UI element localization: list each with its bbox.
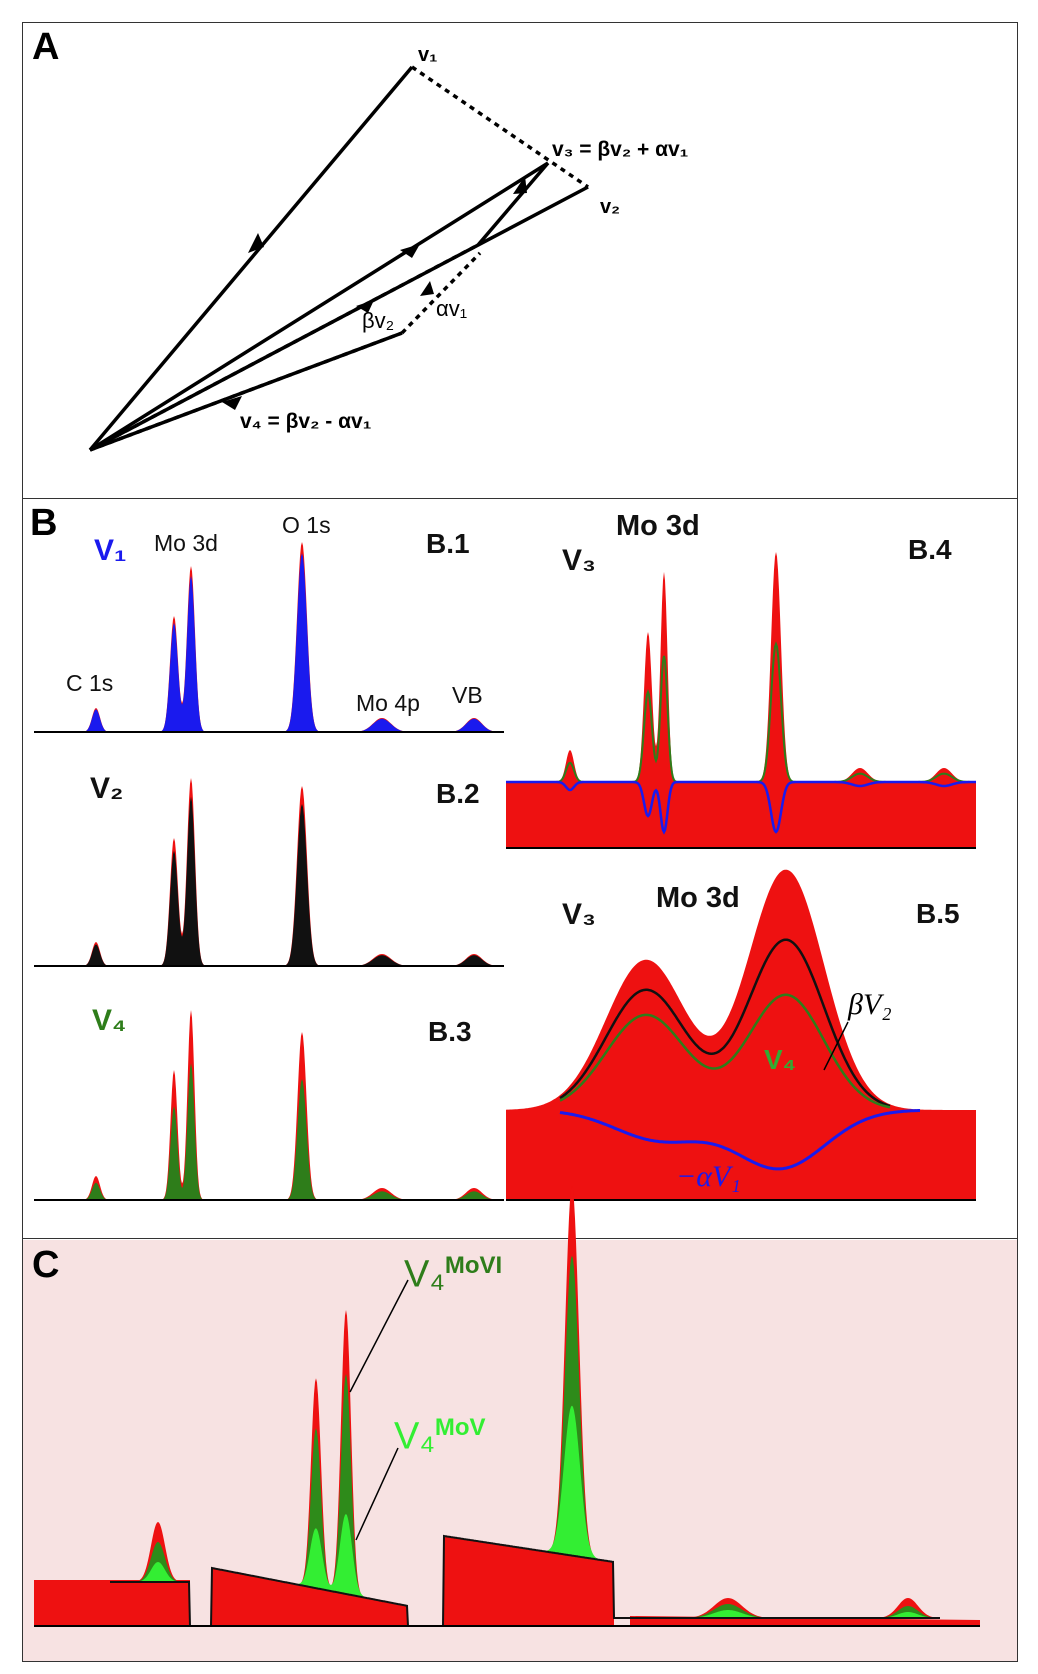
label-beta-v2: βv₂ (362, 308, 395, 333)
label-alpha-v1: αv₁ (436, 296, 468, 321)
b4-title: Mo 3d (616, 510, 700, 542)
peak-label-o1s: O 1s (282, 512, 331, 538)
peak-label-mo3d: Mo 3d (154, 530, 218, 556)
b5-v4-label: V₄ (764, 1044, 797, 1075)
c-movi-label: V₄MoVI (404, 1252, 503, 1296)
b3-spectrum (34, 1010, 504, 1201)
label-v1: v₁ (418, 44, 438, 66)
peak-label-c1s: C 1s (66, 670, 114, 696)
peak-label-vb: VB (452, 682, 483, 708)
b5-v-label: V₃ (562, 898, 596, 931)
b1-v-label: V₁ (94, 534, 127, 567)
b4-v-label: V₃ (562, 544, 596, 577)
b1-spectrum (34, 542, 504, 733)
b2-v-label: V₂ (90, 772, 124, 805)
b5-alpha-v1-label: −αV₁ (676, 1160, 741, 1193)
label-v4-eq: v₄ = βv₂ - αv₁ (240, 410, 372, 433)
dashed-lines (89, 65, 589, 452)
b3-v-label: V₄ (92, 1004, 127, 1037)
b5-spectrum (506, 869, 976, 1201)
vector-v3 (89, 161, 549, 452)
c-block-3 (444, 1536, 614, 1626)
panel-b-letter: B (30, 502, 58, 544)
c-block-2 (212, 1568, 408, 1626)
b1-tag: B.1 (426, 528, 470, 559)
b5-title: Mo 3d (656, 882, 740, 914)
vector-v1 (88, 65, 414, 452)
b2-spectrum (34, 778, 504, 967)
vector-v4 (89, 331, 403, 452)
c-mov-label: V₄MoV (394, 1414, 486, 1458)
b5-beta-v2-label: βV₂ (848, 988, 892, 1021)
b4-spectrum (506, 552, 976, 849)
b2-tag: B.2 (436, 778, 480, 809)
divider-a-b (22, 498, 1018, 499)
peak-label-mo4p: Mo 4p (356, 690, 420, 716)
b3-tag: B.3 (428, 1016, 472, 1047)
c-block-1 (34, 1580, 190, 1626)
panel-a-letter: A (32, 26, 60, 68)
label-v2: v₂ (600, 196, 621, 218)
b5-tag: B.5 (916, 898, 960, 929)
b4-tag: B.4 (908, 534, 952, 565)
label-v3-eq: v₃ = βv₂ + αv₁ (552, 138, 689, 161)
divider-b-c (22, 1238, 1018, 1239)
figure-frame (22, 22, 1018, 1662)
panel-c-letter: C (32, 1244, 60, 1286)
alpha-v1-segment (356, 161, 550, 313)
